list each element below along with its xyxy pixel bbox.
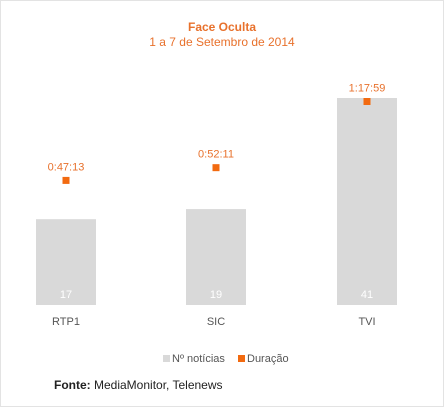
legend-item-duracao-label: Duração: [247, 353, 289, 365]
legend-item-noticias-label: Nº notícias: [172, 353, 225, 365]
source-label: Fonte:: [54, 378, 91, 392]
duration-label-rtp1: 0:47:13: [48, 161, 85, 173]
bar-sic: [186, 209, 246, 305]
category-label-tvi: TVI: [358, 316, 375, 328]
bar-rtp1: [36, 219, 96, 305]
source-note: Fonte: MediaMonitor, Telenews: [54, 378, 223, 392]
duration-point-tvi: [363, 98, 371, 105]
bar-tvi: [337, 98, 397, 305]
source-text: MediaMonitor, Telenews: [94, 378, 223, 392]
legend: Nº notícias Duração: [163, 353, 289, 365]
duration-point-rtp1: [62, 176, 70, 184]
bar-value-tvi: 41: [361, 289, 373, 301]
duration-point-sic: [212, 164, 220, 172]
category-label-sic: SIC: [207, 316, 225, 328]
duration-label-sic: 0:52:11: [198, 149, 234, 161]
legend-item-noticias-swatch: [163, 355, 170, 362]
category-label-rtp1: RTP1: [52, 316, 80, 328]
chart-subtitle: 1 a 7 de Setembro de 2014: [149, 35, 295, 49]
legend-item-duracao-swatch: [238, 355, 245, 362]
chart-title: Face Oculta: [188, 20, 256, 34]
bar-value-rtp1: 17: [60, 289, 72, 301]
duration-label-tvi: 1:17:59: [349, 83, 386, 95]
bar-value-sic: 19: [210, 289, 222, 301]
chart: Face Oculta 1 a 7 de Setembro de 2014 17…: [36, 20, 397, 365]
